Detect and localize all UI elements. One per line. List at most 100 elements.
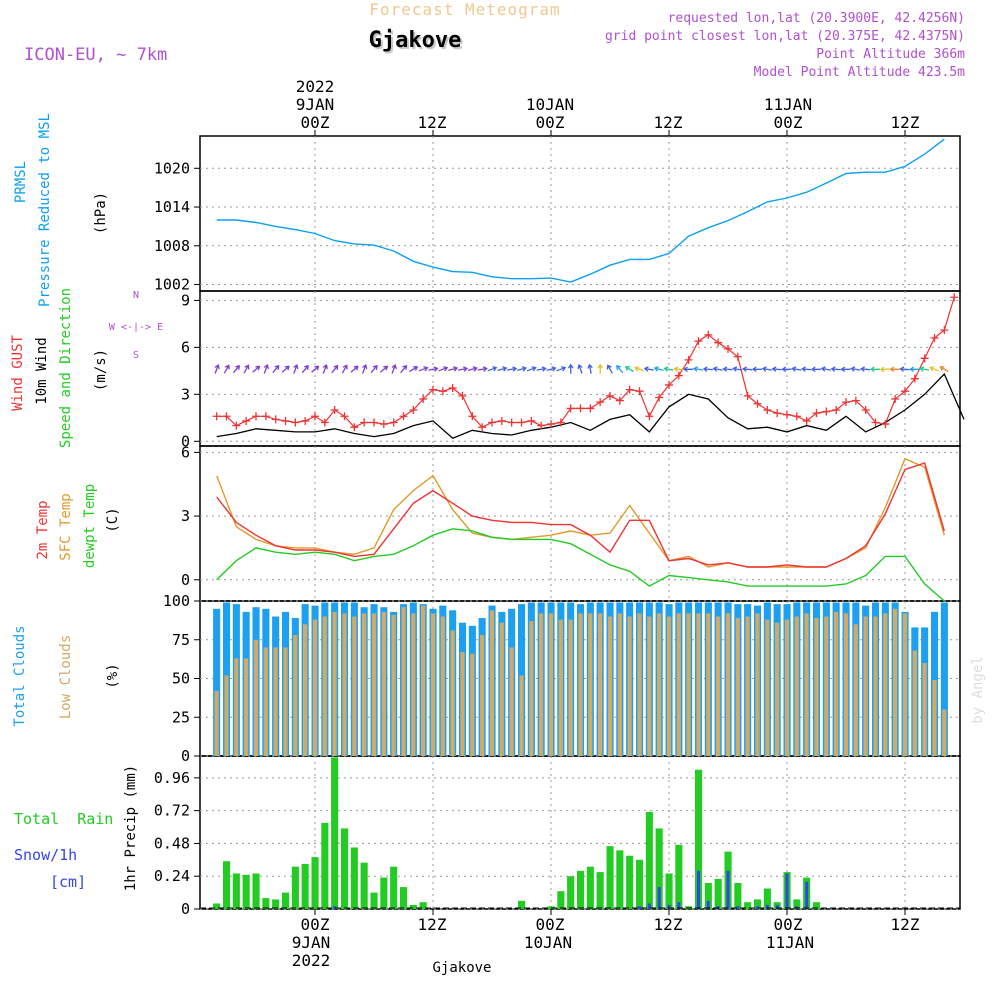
gust-marker: [212, 412, 221, 421]
gust-marker: [419, 395, 428, 404]
low-cloud-bar: [519, 675, 524, 756]
gust-marker: [281, 416, 290, 425]
gust-marker: [556, 418, 565, 427]
top-hour-label: 12Z: [891, 113, 920, 132]
rain-bar: [586, 866, 594, 909]
gust-marker: [812, 409, 821, 418]
gust-marker: [576, 404, 585, 413]
gust-marker: [861, 405, 870, 414]
wind-direction-arrow: [526, 366, 537, 372]
gust-marker: [566, 404, 575, 413]
low-cloud-bar: [647, 616, 652, 756]
y-tick-label: 50: [172, 670, 190, 688]
low-cloud-bar: [863, 616, 868, 756]
gust-marker: [625, 385, 634, 394]
low-cloud-bar: [509, 647, 514, 756]
footer-location: Gjakove: [432, 960, 491, 976]
precip-label-rain: Total Rain: [14, 810, 113, 828]
gust-marker: [615, 396, 624, 405]
rain-bar: [577, 870, 585, 910]
top-date-11jan: 11JAN: [764, 95, 812, 114]
low-cloud-bar: [775, 622, 780, 756]
rain-bar: [675, 844, 683, 909]
temperature-ylabel: 2m Temp SFC Temp dewpt Temp (C): [35, 484, 121, 568]
wind-direction-arrow: [879, 366, 890, 373]
bottom-hour-label: 12Z: [418, 915, 447, 934]
rain-bar: [213, 903, 221, 909]
low-cloud-bar: [676, 613, 681, 756]
gust-marker: [242, 416, 251, 425]
wind-direction-arrow: [361, 364, 368, 374]
wind-direction-arrow: [536, 366, 547, 372]
low-cloud-bar: [804, 613, 809, 756]
top-year: 2022: [296, 77, 335, 96]
wind-direction-arrow: [616, 364, 624, 374]
rain-bar: [704, 883, 712, 909]
gridpoint-coords: grid point closest lon,lat (20.375E, 42.…: [605, 29, 965, 44]
wind-direction-arrow: [732, 366, 743, 372]
rain-bar: [714, 878, 722, 909]
low-cloud-bar: [421, 605, 426, 756]
wind-direction-arrow: [702, 366, 713, 372]
low-cloud-bar: [411, 613, 416, 756]
low-cloud-bar: [371, 613, 377, 756]
low-cloud-bar: [558, 619, 563, 756]
snow-bar: [775, 904, 779, 909]
wind-direction-arrow: [939, 366, 949, 373]
wind-direction-arrow: [331, 364, 339, 374]
low-cloud-bar: [391, 615, 396, 756]
rain-bar: [291, 866, 299, 909]
low-cloud-bar: [824, 616, 829, 756]
wind-direction-arrow: [919, 366, 930, 372]
gust-marker: [851, 396, 860, 405]
gust-marker: [448, 384, 457, 393]
rain-bar: [301, 863, 309, 909]
gust-marker: [665, 380, 673, 389]
rain-bar: [793, 899, 801, 909]
gust-marker: [222, 412, 231, 421]
gust-marker: [311, 412, 319, 421]
wind-direction-arrow: [281, 365, 290, 373]
rain-bar: [252, 873, 260, 909]
bottom-hour-label: 00Z: [301, 915, 330, 934]
gust-marker: [910, 374, 919, 383]
wind-direction-arrow: [448, 366, 459, 372]
wind-direction-arrow: [781, 366, 792, 373]
rain-bar: [272, 899, 280, 909]
bottom-year: 2022: [292, 951, 331, 970]
wind-label-speeddir: Speed and Direction: [58, 288, 74, 448]
precip-label-cm: [cm]: [50, 873, 86, 891]
wind-direction-arrow: [929, 366, 939, 372]
gust-marker: [773, 409, 782, 418]
compass-north: N: [133, 290, 139, 301]
rain-bar: [655, 828, 663, 909]
low-cloud-bar: [214, 690, 219, 756]
rain-bar: [645, 812, 653, 909]
wind-direction-arrow: [869, 366, 880, 373]
wind-direction-arrow: [272, 364, 280, 374]
bottom-hour-label: 12Z: [891, 915, 920, 934]
bottom-hour-label: 00Z: [774, 915, 803, 934]
snow-bar: [657, 887, 661, 909]
wind-direction-arrow: [850, 366, 861, 372]
wind-label-gust: Wind GUST: [10, 335, 26, 411]
low-cloud-bar: [332, 611, 337, 756]
rain-bar: [350, 847, 358, 909]
snow-bar: [736, 906, 740, 909]
top-hour-label: 00Z: [301, 113, 330, 132]
low-cloud-bar: [706, 613, 711, 756]
gust-marker: [930, 333, 939, 342]
top-date-10jan: 10JAN: [526, 95, 574, 114]
wind-direction-arrow: [791, 366, 802, 372]
gust-marker: [792, 412, 801, 421]
wind-direction-arrow: [830, 366, 841, 372]
low-cloud-bar: [637, 613, 642, 756]
pressure-label-unit: (hPa): [93, 192, 109, 234]
rain-bar: [626, 855, 634, 909]
low-cloud-bar: [696, 613, 701, 756]
low-cloud-bar: [460, 652, 465, 756]
low-cloud-bar: [381, 611, 386, 756]
temp-label-dewpt: dewpt Temp: [82, 484, 98, 568]
low-cloud-bar: [765, 619, 770, 756]
wind-direction-arrow: [653, 366, 664, 372]
